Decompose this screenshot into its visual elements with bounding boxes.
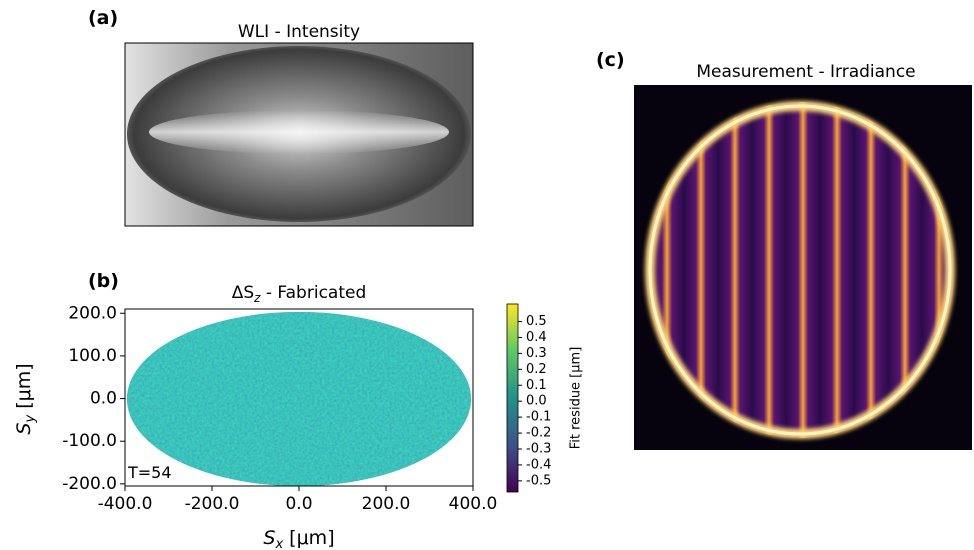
x-tick-label: -200.0	[185, 494, 240, 514]
colorbar-tick-label: 0.0	[526, 394, 547, 409]
annotation: T=54	[127, 463, 172, 482]
colorbar	[507, 304, 518, 492]
irradiance-image	[634, 85, 972, 450]
colorbar-tick-label: -0.1	[526, 410, 551, 425]
colorbar-tick-label: 0.3	[526, 346, 547, 361]
panel-title: Measurement - Irradiance	[696, 62, 915, 82]
colorbar-tick-label: -0.3	[526, 441, 551, 456]
colorbar-tick-label: 0.2	[526, 362, 547, 377]
panel-label: (a)	[88, 7, 118, 29]
panel-title: WLI - Intensity	[238, 22, 360, 42]
xlabel-symbol: S	[263, 527, 275, 549]
residue-map	[127, 312, 471, 486]
title-symbol: ΔS	[232, 283, 254, 303]
y-tick-label: -200.0	[62, 474, 117, 494]
ylabel-unit: [μm]	[13, 363, 35, 414]
panel-title: ΔSz - Fabricated	[232, 283, 367, 305]
x-tick-label: 400.0	[449, 494, 498, 514]
x-tick-label: 200.0	[362, 494, 411, 514]
x-axis-label: Sx [μm]	[263, 527, 334, 550]
colorbar-tick-label: -0.2	[526, 426, 551, 441]
ylabel-symbol: S	[13, 423, 35, 435]
colorbar-tick-label: 0.1	[526, 378, 547, 393]
y-axis-label: Sy [μm]	[13, 363, 38, 434]
colorbar-label: Fit residue [μm]	[569, 347, 584, 450]
y-tick-label: 100.0	[68, 346, 117, 366]
xlabel-unit: [μm]	[283, 527, 334, 549]
x-tick-label: 0.0	[285, 494, 312, 514]
y-tick-label: -100.0	[62, 431, 117, 451]
title-text: - Fabricated	[260, 283, 366, 303]
panel-label: (c)	[596, 49, 625, 71]
colorbar-tick-label: 0.4	[526, 330, 547, 345]
colorbar-tick-label: -0.5	[526, 473, 551, 488]
y-tick-label: 0.0	[90, 389, 117, 409]
y-tick-label: 200.0	[68, 303, 117, 323]
colorbar-tick-label: -0.4	[526, 457, 551, 472]
colorbar-tick-label: 0.5	[526, 314, 547, 329]
x-tick-label: -400.0	[98, 494, 153, 514]
panel-label: (b)	[88, 270, 119, 292]
ylabel-subscript: y	[23, 415, 38, 424]
figure: (a) WLI - Intensity (b) ΔSz - Fabricated…	[0, 0, 974, 550]
intensity-image	[125, 43, 473, 226]
xlabel-subscript: x	[274, 537, 283, 550]
